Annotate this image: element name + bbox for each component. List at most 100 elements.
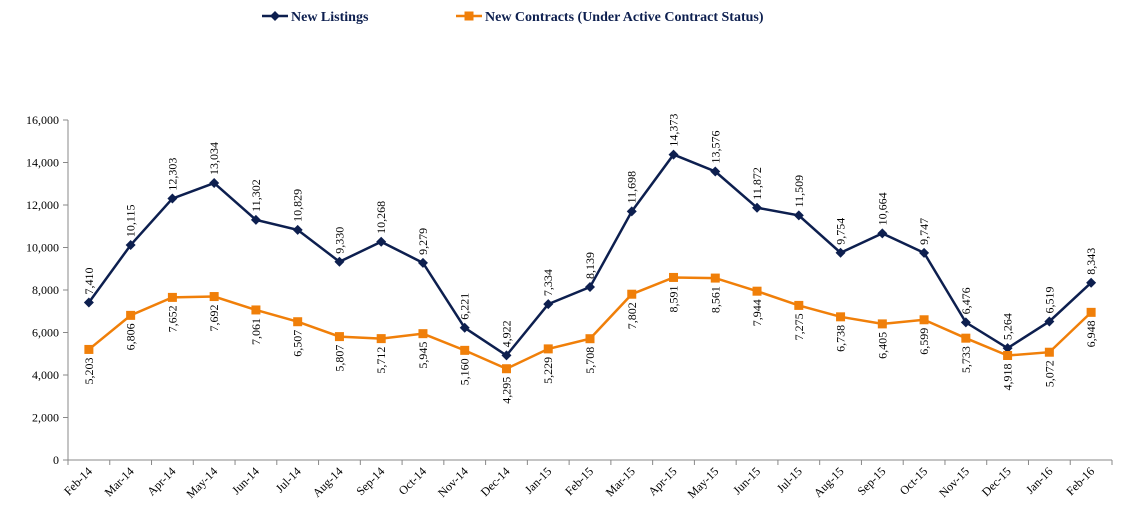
marker xyxy=(334,332,344,342)
marker xyxy=(1002,343,1013,354)
marker xyxy=(836,312,846,322)
data-label: 8,343 xyxy=(1084,248,1098,275)
marker xyxy=(1003,350,1013,360)
x-tick-label: Sep-14 xyxy=(353,464,387,498)
x-tick-label: Oct-14 xyxy=(396,464,429,497)
data-label: 12,303 xyxy=(165,158,179,191)
y-tick-label: 8,000 xyxy=(32,283,59,297)
x-tick-label: Aug-15 xyxy=(811,464,847,500)
marker xyxy=(543,344,553,354)
data-label: 11,509 xyxy=(792,175,806,208)
marker xyxy=(334,256,345,267)
data-label: 7,334 xyxy=(541,269,555,296)
marker xyxy=(83,297,94,308)
data-label: 7,802 xyxy=(625,302,639,329)
marker xyxy=(418,329,428,339)
marker xyxy=(293,317,303,327)
y-tick-label: 14,000 xyxy=(26,156,59,170)
legend: New Listings New Contracts (Under Active … xyxy=(262,10,764,25)
data-label: 5,229 xyxy=(541,357,555,384)
marker xyxy=(209,292,219,302)
y-tick-label: 0 xyxy=(53,453,59,467)
marker xyxy=(752,202,763,213)
marker xyxy=(919,247,930,258)
data-label: 6,599 xyxy=(917,328,931,355)
marker xyxy=(376,236,387,247)
marker xyxy=(167,193,178,204)
marker xyxy=(710,166,721,177)
x-tick-label: Jun-15 xyxy=(730,464,763,497)
marker xyxy=(835,247,846,258)
marker xyxy=(793,210,804,221)
x-tick-label: Jul-15 xyxy=(774,464,805,495)
data-label: 6,507 xyxy=(291,330,305,357)
x-tick-label: Jan-16 xyxy=(1023,464,1056,497)
data-label: 7,061 xyxy=(249,318,263,345)
data-label: 4,918 xyxy=(1001,363,1015,390)
data-label: 11,872 xyxy=(750,167,764,200)
data-label: 5,264 xyxy=(1001,313,1015,340)
data-label: 8,591 xyxy=(667,285,681,312)
y-tick-label: 6,000 xyxy=(32,326,59,340)
marker xyxy=(167,292,177,302)
data-label: 8,561 xyxy=(708,286,722,313)
x-tick-label: Mar-14 xyxy=(102,464,137,499)
marker xyxy=(919,315,929,325)
data-label: 5,160 xyxy=(458,358,472,385)
data-label: 9,754 xyxy=(834,218,848,245)
data-label: 8,139 xyxy=(583,252,597,279)
x-tick-label: Feb-15 xyxy=(562,464,596,498)
marker xyxy=(877,228,888,239)
data-label: 6,476 xyxy=(959,287,973,314)
marker xyxy=(292,224,303,235)
x-tick-label: Dec-14 xyxy=(478,464,513,499)
marker xyxy=(251,305,261,315)
data-label: 7,944 xyxy=(750,299,764,326)
y-tick-label: 12,000 xyxy=(26,198,59,212)
marker xyxy=(125,240,136,251)
y-tick-label: 16,000 xyxy=(26,113,59,127)
legend-marker xyxy=(464,11,474,21)
legend-label: New Contracts (Under Active Contract Sta… xyxy=(485,10,764,25)
data-label: 4,922 xyxy=(499,320,513,347)
marker xyxy=(961,333,971,343)
marker xyxy=(250,214,261,225)
x-tick-label: Nov-14 xyxy=(435,464,471,500)
marker xyxy=(417,257,428,268)
data-label: 11,698 xyxy=(625,171,639,204)
data-label: 5,203 xyxy=(82,357,96,384)
marker xyxy=(627,289,637,299)
data-label: 9,330 xyxy=(332,227,346,254)
data-label: 6,405 xyxy=(875,332,889,359)
data-label: 5,945 xyxy=(416,342,430,369)
data-label: 7,692 xyxy=(207,305,221,332)
data-label: 13,576 xyxy=(708,131,722,164)
data-label: 9,279 xyxy=(416,228,430,255)
marker xyxy=(543,299,554,310)
data-label: 7,652 xyxy=(165,305,179,332)
x-tick-label: May-14 xyxy=(184,464,221,501)
data-label: 5,708 xyxy=(583,347,597,374)
marker xyxy=(585,334,595,344)
x-tick-label: Feb-16 xyxy=(1063,464,1097,498)
x-tick-label: Jun-14 xyxy=(229,464,262,497)
marker xyxy=(710,273,720,283)
marker xyxy=(376,334,386,344)
x-tick-label: Dec-15 xyxy=(979,464,1014,499)
marker xyxy=(1086,307,1096,317)
marker xyxy=(501,350,512,361)
data-label: 6,806 xyxy=(124,323,138,350)
y-tick-label: 2,000 xyxy=(32,411,59,425)
data-label: 10,268 xyxy=(374,201,388,234)
y-tick-label: 4,000 xyxy=(32,368,59,382)
marker xyxy=(669,272,679,282)
x-tick-label: Feb-14 xyxy=(61,464,95,498)
data-label: 7,275 xyxy=(792,313,806,340)
x-tick-label: Mar-15 xyxy=(603,464,638,499)
x-tick-label: Jul-14 xyxy=(273,464,304,495)
x-tick-label: Sep-15 xyxy=(855,464,889,498)
marker xyxy=(752,286,762,296)
marker xyxy=(626,206,637,217)
x-tick-label: Oct-15 xyxy=(897,464,930,497)
data-label: 6,948 xyxy=(1084,320,1098,347)
